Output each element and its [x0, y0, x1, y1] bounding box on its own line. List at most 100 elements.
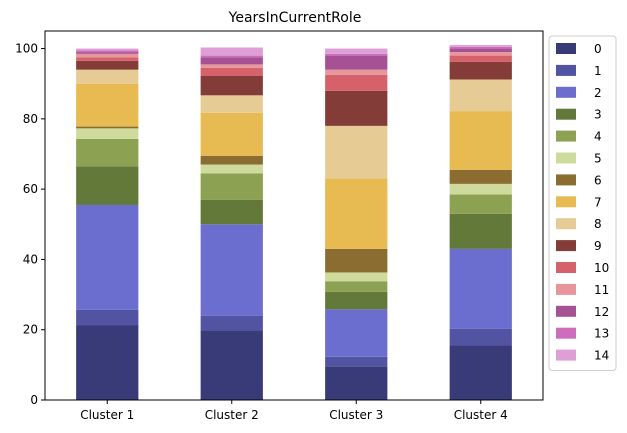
legend-swatch-9 — [556, 240, 576, 252]
bars-layer — [76, 45, 512, 400]
legend-swatch-14 — [556, 349, 576, 361]
bar-segment-1-8 — [76, 69, 139, 84]
bar-segment-2-0 — [200, 330, 263, 400]
bar-segment-4-8 — [449, 79, 512, 112]
legend-swatch-13 — [556, 327, 576, 339]
legend-swatch-7 — [556, 196, 576, 208]
bar-segment-3-6 — [325, 248, 388, 273]
bar-segment-4-6 — [449, 169, 512, 184]
legend-swatch-4 — [556, 130, 576, 142]
bar-segment-1-7 — [76, 83, 139, 127]
bar-segment-2-10 — [200, 67, 263, 76]
legend-label-13: 13 — [594, 327, 609, 341]
bar-segment-3-0 — [325, 366, 388, 400]
bar-segment-4-12 — [449, 48, 512, 53]
bar-segment-1-9 — [76, 60, 139, 70]
y-tick-label: 100 — [15, 42, 38, 56]
bar-segment-1-3 — [76, 166, 139, 205]
legend-label-7: 7 — [594, 195, 602, 209]
bar-segment-3-3 — [325, 291, 388, 310]
bar-segment-2-7 — [200, 112, 263, 156]
legend-label-0: 0 — [594, 42, 602, 56]
bar-segment-2-11 — [200, 64, 263, 68]
bar-segment-1-10 — [76, 57, 139, 61]
bar-segment-3-12 — [325, 55, 388, 70]
bar-segment-3-11 — [325, 69, 388, 75]
bar-segment-4-7 — [449, 111, 512, 170]
y-tick-label: 80 — [23, 112, 38, 126]
y-tick-label: 0 — [30, 393, 38, 407]
bar-segment-1-2 — [76, 204, 139, 310]
bar-segment-2-2 — [200, 224, 263, 316]
y-tick-label: 20 — [23, 323, 38, 337]
bar-segment-3-4 — [325, 281, 388, 292]
legend-label-3: 3 — [594, 108, 602, 122]
bar-segment-3-9 — [325, 90, 388, 126]
legend-swatch-5 — [556, 152, 576, 164]
y-tick-label: 60 — [23, 182, 38, 196]
bar-segment-2-5 — [200, 164, 263, 174]
bar-segment-3-5 — [325, 272, 388, 282]
bar-segment-2-8 — [200, 95, 263, 113]
legend-label-8: 8 — [594, 217, 602, 231]
bar-segment-3-14 — [325, 48, 388, 54]
bar-segment-4-0 — [449, 345, 512, 400]
bar-segment-1-14 — [76, 48, 139, 51]
x-tick-label: Cluster 3 — [329, 408, 383, 422]
chart-title: YearsInCurrentRole — [228, 10, 362, 26]
bar-segment-4-9 — [449, 61, 512, 80]
bar-segment-1-13 — [76, 50, 139, 53]
bar-segment-3-2 — [325, 309, 388, 357]
bar-segment-4-1 — [449, 328, 512, 346]
legend-swatch-8 — [556, 218, 576, 230]
bar-segment-4-5 — [449, 183, 512, 195]
legend-swatch-3 — [556, 108, 576, 120]
bar-segment-4-10 — [449, 55, 512, 62]
legend-swatch-10 — [556, 262, 576, 273]
legend-label-14: 14 — [594, 349, 609, 363]
x-tick-label: Cluster 4 — [454, 408, 508, 422]
bar-segment-2-14 — [200, 47, 263, 56]
bar-segment-1-12 — [76, 52, 139, 54]
legend-label-2: 2 — [594, 86, 602, 100]
legend-swatch-11 — [556, 283, 576, 295]
bar-segment-4-4 — [449, 194, 512, 214]
legend-swatch-1 — [556, 64, 576, 76]
x-tick-label: Cluster 2 — [205, 408, 259, 422]
bar-segment-2-4 — [200, 173, 263, 200]
bar-segment-4-2 — [449, 248, 512, 329]
y-tick-label: 40 — [23, 252, 38, 266]
legend-swatch-2 — [556, 86, 576, 98]
legend-swatch-12 — [556, 305, 576, 317]
bar-segment-3-13 — [325, 53, 388, 56]
legend-swatch-0 — [556, 43, 576, 54]
bar-segment-2-3 — [200, 199, 263, 225]
legend-label-5: 5 — [594, 152, 602, 166]
bar-segment-4-11 — [449, 52, 512, 56]
bar-segment-3-10 — [325, 74, 388, 91]
bar-segment-1-4 — [76, 138, 139, 167]
bar-segment-3-7 — [325, 178, 388, 249]
bar-segment-3-8 — [325, 125, 388, 179]
plot-frame — [44, 30, 544, 401]
bar-segment-1-11 — [76, 53, 139, 58]
bar-segment-3-1 — [325, 356, 388, 367]
bar-segment-2-1 — [200, 315, 263, 331]
axes-layer: 0 20 40 60 80 100 Cluster 1 Cluster 2 Cluster 3 C… — [15, 30, 544, 422]
legend-label-6: 6 — [594, 173, 602, 187]
legend-label-4: 4 — [594, 130, 602, 144]
bar-segment-2-6 — [200, 155, 263, 165]
x-tick-label: Cluster 1 — [80, 408, 134, 422]
bar-segment-4-14 — [449, 45, 512, 47]
bar-segment-4-13 — [449, 46, 512, 49]
legend-label-11: 11 — [594, 283, 609, 297]
legend-label-9: 9 — [594, 239, 602, 253]
legend-label-1: 1 — [594, 64, 602, 78]
bar-segment-2-9 — [200, 75, 263, 96]
bar-segment-1-5 — [76, 128, 139, 139]
legend-label-12: 12 — [594, 305, 609, 319]
legend-swatch-6 — [556, 174, 576, 186]
bar-segment-1-0 — [76, 325, 139, 400]
